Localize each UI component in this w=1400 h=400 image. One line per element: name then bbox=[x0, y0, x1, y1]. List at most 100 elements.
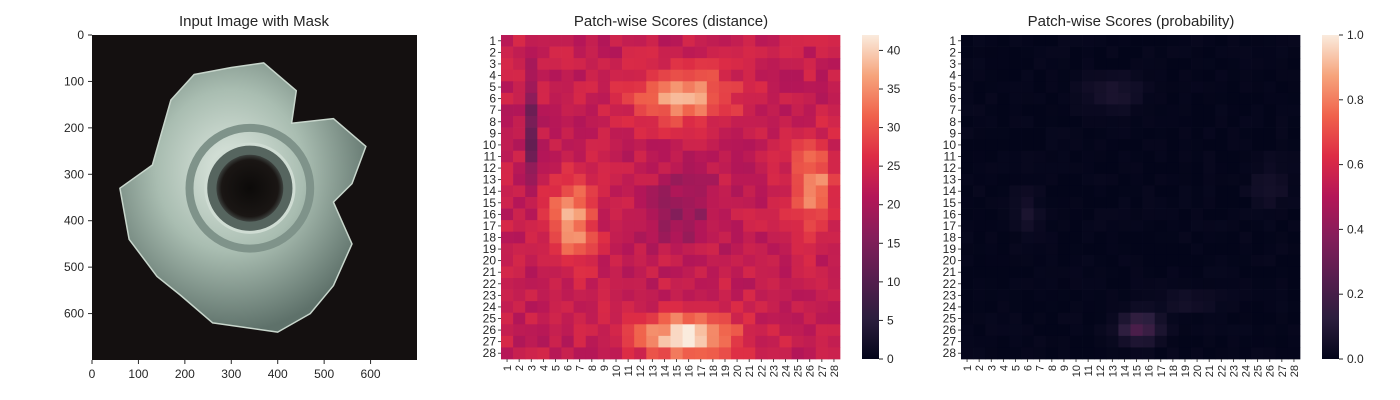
heatmap-cell bbox=[767, 127, 780, 140]
heatmap-cell bbox=[985, 150, 998, 163]
heatmap-cell bbox=[779, 104, 792, 117]
x-tick-label: 100 bbox=[128, 367, 148, 381]
heatmap-cell bbox=[961, 197, 974, 209]
heatmap-cell bbox=[743, 197, 756, 209]
heatmap-cell bbox=[585, 92, 599, 105]
heatmap-cell bbox=[658, 46, 671, 59]
heatmap-cell bbox=[1215, 46, 1228, 59]
heatmap-cell bbox=[827, 289, 841, 302]
heatmap-cell bbox=[694, 208, 708, 221]
heatmap-cell bbox=[634, 197, 647, 209]
heatmap-cell bbox=[682, 35, 696, 47]
x-tick-label: 26 bbox=[1265, 365, 1277, 377]
x-tick-label: 17 bbox=[696, 365, 708, 377]
heatmap-cell bbox=[1227, 127, 1240, 140]
heatmap-cell bbox=[1130, 243, 1143, 256]
heatmap-cell bbox=[755, 243, 768, 256]
heatmap-cell bbox=[1106, 58, 1119, 71]
heatmap-cell bbox=[1069, 139, 1083, 152]
heatmap-cell bbox=[1118, 150, 1131, 163]
heatmap-cell bbox=[1094, 324, 1107, 337]
heatmap-cell bbox=[1094, 312, 1107, 325]
heatmap-cell bbox=[1009, 254, 1022, 267]
heatmap-cell bbox=[1118, 231, 1131, 244]
heatmap-cell bbox=[1251, 266, 1265, 279]
x-tick-label: 16 bbox=[684, 365, 696, 377]
heatmap-cell bbox=[573, 312, 587, 325]
heatmap-cell bbox=[731, 127, 744, 140]
heatmap-cell bbox=[973, 347, 986, 360]
heatmap-cell bbox=[815, 289, 829, 302]
panel-input-image: Input Image with Mask 0 100 200 300 400 500 60… bbox=[64, 13, 417, 381]
heatmap-cell bbox=[646, 150, 659, 163]
heatmap-cell bbox=[997, 347, 1010, 360]
x-tick-label: 12 bbox=[1095, 365, 1107, 377]
heatmap-cell bbox=[1263, 347, 1277, 360]
heatmap-cell bbox=[597, 231, 611, 244]
heatmap-cell bbox=[718, 162, 732, 175]
heatmap-cell bbox=[1251, 162, 1265, 175]
heatmap-cell bbox=[997, 104, 1010, 117]
heatmap-cell bbox=[1021, 139, 1034, 152]
heatmap-cell bbox=[609, 173, 623, 186]
heatmap-cell bbox=[694, 81, 708, 94]
heatmap-cell bbox=[961, 35, 974, 47]
heatmap-cell bbox=[1094, 208, 1107, 221]
heatmap-cell bbox=[658, 173, 671, 186]
heatmap-cell bbox=[1009, 266, 1022, 279]
x-tick-label: 200 bbox=[175, 367, 195, 381]
heatmap-cell bbox=[706, 139, 720, 152]
heatmap-cell bbox=[791, 289, 805, 302]
heatmap-cell bbox=[537, 139, 550, 152]
heatmap-cell bbox=[597, 347, 611, 360]
heatmap-cell bbox=[791, 220, 805, 233]
heatmap-cell bbox=[501, 35, 514, 47]
heatmap-cell bbox=[1154, 220, 1168, 233]
heatmap-cell bbox=[731, 185, 744, 198]
heatmap-cell bbox=[973, 220, 986, 233]
y-tick-label: 2 bbox=[949, 45, 956, 59]
heatmap-cell bbox=[609, 289, 623, 302]
heatmap-cell bbox=[1057, 335, 1071, 348]
heatmap-cell bbox=[1021, 46, 1034, 59]
heatmap-cell bbox=[1178, 347, 1192, 360]
heatmap-cell bbox=[670, 162, 683, 175]
heatmap-cell bbox=[634, 254, 647, 267]
heatmap-cell bbox=[646, 197, 659, 209]
heatmap-cell bbox=[597, 324, 611, 337]
heatmap-cell bbox=[1069, 254, 1083, 267]
heatmap-cell bbox=[1045, 127, 1059, 140]
heatmap-cell bbox=[1203, 69, 1216, 82]
heatmap-cell bbox=[585, 335, 599, 348]
heatmap-cell bbox=[779, 127, 792, 140]
heatmap-cell bbox=[1227, 208, 1240, 221]
heatmap-cell bbox=[549, 173, 562, 186]
heatmap-cell bbox=[1275, 116, 1289, 128]
heatmap-cell bbox=[670, 150, 683, 163]
heatmap-cell bbox=[1082, 35, 1095, 47]
heatmap-cell bbox=[1009, 127, 1022, 140]
heatmap-cell bbox=[646, 104, 659, 117]
colorbar-tick-label: 30 bbox=[887, 121, 901, 135]
heatmap-cell bbox=[1009, 324, 1022, 337]
heatmap-cell bbox=[1106, 254, 1119, 267]
heatmap-cell bbox=[573, 335, 587, 348]
y-tick-label: 23 bbox=[483, 288, 497, 302]
heatmap-cell bbox=[1142, 347, 1156, 360]
heatmap-cell bbox=[634, 324, 647, 337]
heatmap-cell bbox=[1239, 127, 1252, 140]
heatmap-cell bbox=[1287, 197, 1301, 209]
heatmap-cell bbox=[1045, 208, 1059, 221]
heatmap-cell bbox=[573, 127, 587, 140]
heatmap-cell bbox=[597, 266, 611, 279]
heatmap-cell bbox=[815, 92, 829, 105]
heatmap-cell bbox=[1251, 335, 1265, 348]
y-tick-label: 18 bbox=[943, 231, 957, 245]
heatmap-cell bbox=[1239, 81, 1252, 94]
heatmap-cell bbox=[1130, 127, 1143, 140]
heatmap-cell bbox=[537, 104, 550, 117]
x-tick-label: 7 bbox=[575, 365, 587, 371]
heatmap-cell bbox=[1275, 312, 1289, 325]
heatmap-cell bbox=[694, 289, 708, 302]
x-tick-label: 2 bbox=[514, 365, 526, 371]
